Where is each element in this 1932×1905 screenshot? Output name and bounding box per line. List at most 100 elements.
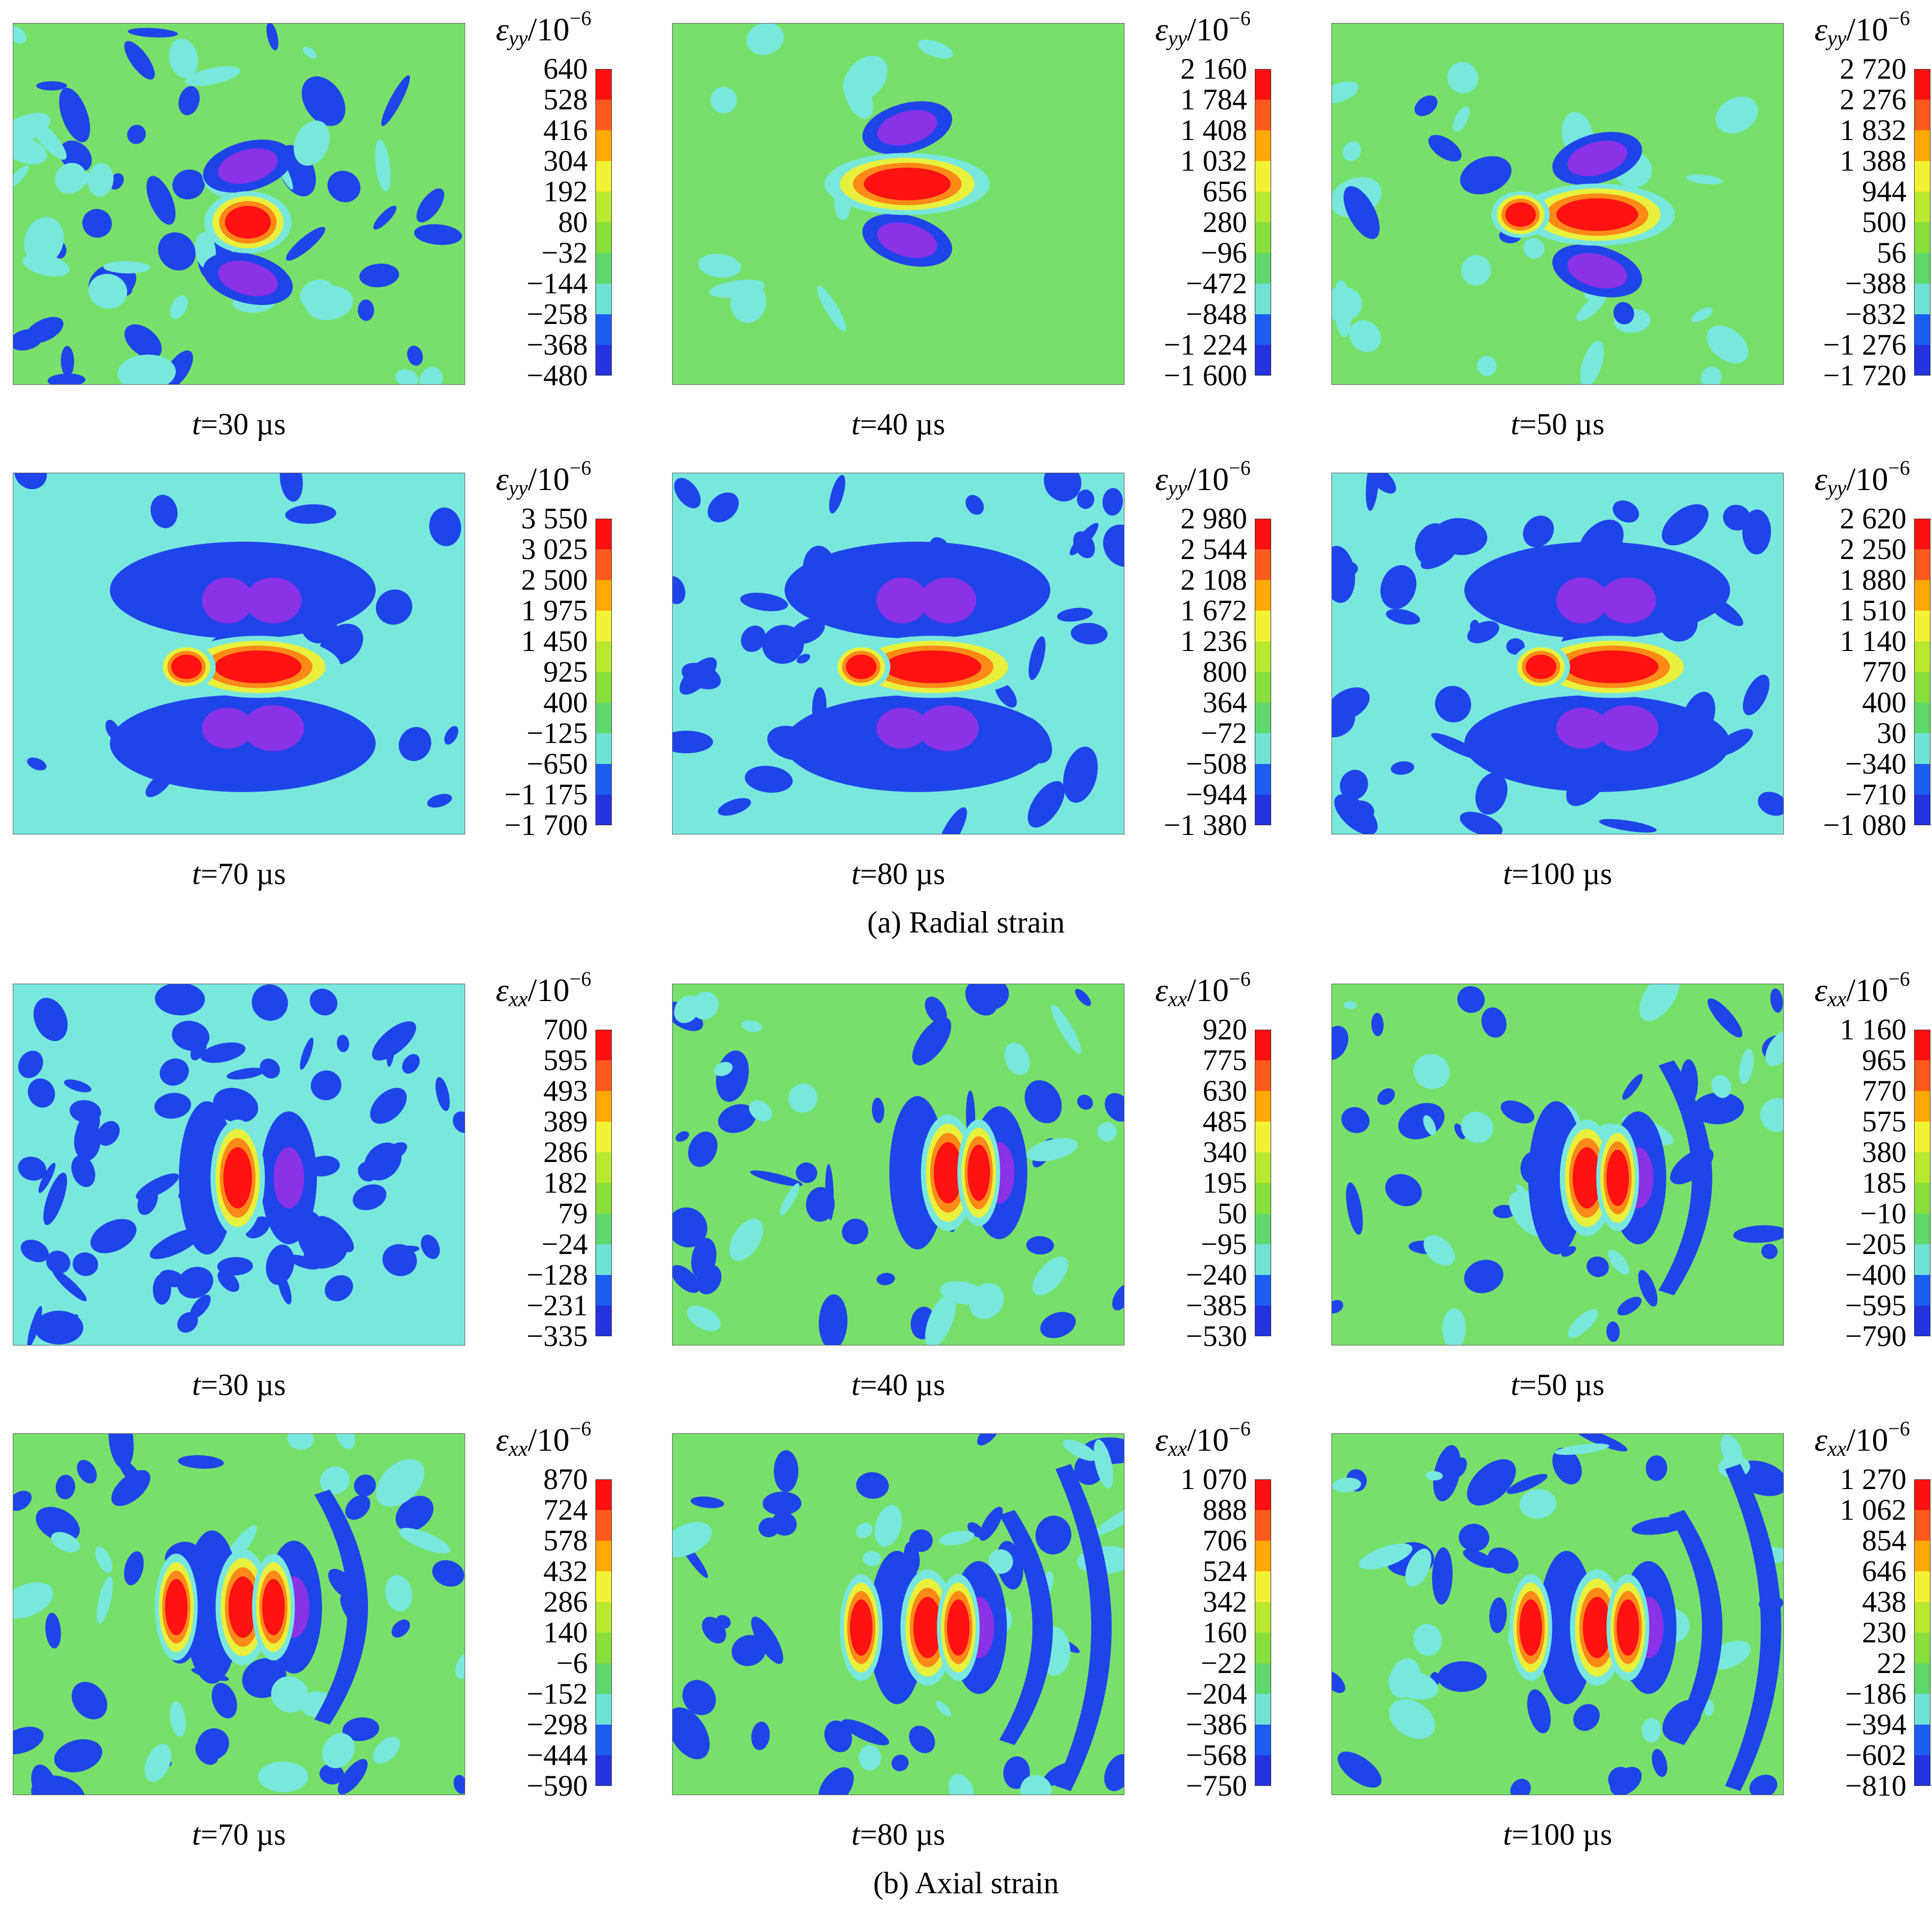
- colorbar-tick-label: 286: [543, 1585, 588, 1618]
- colorbar-tick-label: −125: [526, 716, 588, 750]
- noise-patch: [1435, 686, 1471, 723]
- colorbar-tick-label: −568: [1186, 1738, 1247, 1772]
- colorbar-tick-label: 578: [543, 1524, 588, 1557]
- colorbar-tick-label: 595: [543, 1043, 588, 1077]
- noise-patch: [1438, 1661, 1487, 1692]
- strain-component: xx: [1168, 988, 1187, 1011]
- strain-region: [218, 148, 278, 184]
- noise-patch: [302, 76, 346, 126]
- noise-patch: [452, 1111, 465, 1133]
- noise-patch: [271, 1676, 309, 1713]
- strain-panel-radial-5: εyy/10−6 2 620 2 250 1 880 1 510 1 140 770 400 3…: [1331, 456, 1932, 897]
- time-value: =50 µs: [1519, 1368, 1605, 1402]
- colorbar-segment: [1255, 1694, 1271, 1725]
- colorbar-tick-label: −710: [1845, 778, 1906, 811]
- colorbar-segment: [1255, 549, 1271, 580]
- colorbar: [1914, 1479, 1930, 1786]
- colorbar-title: εyy/10−6: [496, 450, 726, 500]
- peak-strain-region: [215, 651, 302, 683]
- colorbar-tick-label: −790: [1845, 1319, 1906, 1353]
- strain-region: [1600, 577, 1656, 623]
- strain-region: [920, 577, 976, 623]
- colorbar-segment: [1914, 580, 1930, 611]
- strain-exponent: −6: [1888, 456, 1910, 479]
- time-value: =80 µs: [860, 1818, 946, 1851]
- noise-patch: [1639, 984, 1680, 1021]
- colorbar-tick-label: 400: [543, 686, 588, 719]
- time-value: =40 µs: [860, 1368, 946, 1402]
- strain-field: [672, 1433, 1124, 1795]
- strain-field: [1331, 23, 1784, 385]
- colorbar-title: εxx/10−6: [1814, 961, 1932, 1011]
- noise-patch: [31, 1764, 57, 1795]
- colorbar-segment: [1914, 1755, 1930, 1786]
- noise-patch: [36, 81, 67, 90]
- noise-patch: [46, 1250, 71, 1274]
- noise-patch: [52, 1269, 87, 1302]
- colorbar-tick-label: 528: [543, 83, 588, 116]
- strain-region: [1556, 577, 1607, 623]
- noise-patch: [444, 726, 458, 745]
- colorbar-tick-label: 79: [558, 1197, 588, 1230]
- noise-patch: [1344, 1001, 1357, 1010]
- strain-field: [672, 473, 1124, 834]
- colorbar-segment: [1255, 192, 1271, 223]
- strain-panel-radial-4: εyy/10−6 2 980 2 544 2 108 1 672 1 236 800 364−…: [672, 456, 1331, 897]
- noise-patch: [13, 165, 29, 191]
- noise-patch: [87, 163, 114, 197]
- colorbar-title: εyy/10−6: [496, 0, 726, 51]
- strain-symbol: ε: [1814, 461, 1828, 497]
- noise-patch: [108, 1433, 134, 1469]
- colorbar-tick-label: −385: [1186, 1289, 1247, 1322]
- noise-patch: [1104, 1754, 1124, 1792]
- noise-patch: [358, 299, 374, 321]
- colorbar-tick-label: 524: [1203, 1554, 1247, 1588]
- noise-patch: [373, 205, 397, 230]
- noise-patch: [1561, 1246, 1576, 1257]
- noise-patch: [34, 1311, 83, 1344]
- noise-patch: [266, 1244, 294, 1285]
- colorbar-segment: [1255, 100, 1271, 131]
- noise-patch: [774, 1450, 798, 1492]
- noise-patch: [1739, 1049, 1754, 1084]
- colorbar-tick-label: 944: [1862, 175, 1906, 208]
- noise-patch: [1463, 1549, 1496, 1568]
- time-value: =50 µs: [1519, 407, 1605, 441]
- noise-patch: [1343, 186, 1380, 239]
- colorbar-segment: [595, 641, 612, 672]
- colorbar-tick-label: 630: [1203, 1074, 1247, 1107]
- strain-symbol: ε: [1814, 11, 1828, 48]
- colorbar-tick-label: 80: [558, 205, 588, 239]
- noise-patch: [124, 1551, 144, 1586]
- noise-patch: [1331, 546, 1355, 603]
- strain-component: xx: [509, 1437, 528, 1461]
- noise-patch: [1073, 531, 1095, 559]
- noise-patch: [55, 162, 86, 194]
- noise-patch: [672, 1522, 712, 1558]
- peak-strain-region: [1606, 1150, 1629, 1206]
- strain-unit: /10: [527, 972, 570, 1008]
- noise-patch: [395, 369, 419, 385]
- noise-patch: [691, 1238, 717, 1280]
- noise-patch: [1386, 609, 1420, 625]
- colorbar-segment: [595, 611, 612, 642]
- colorbar-title: εxx/10−6: [1155, 1410, 1385, 1461]
- colorbar: [1255, 1479, 1271, 1786]
- time-label: t=40 µs: [672, 406, 1124, 442]
- peak-strain-region: [228, 1576, 257, 1638]
- noise-patch: [421, 1235, 440, 1259]
- colorbar-tick-label: −6: [556, 1646, 588, 1680]
- colorbar-tick-label: −1 276: [1823, 328, 1906, 361]
- colorbar-segment: [595, 1571, 612, 1602]
- noise-patch: [1568, 1309, 1598, 1338]
- noise-patch: [1527, 1689, 1551, 1733]
- strain-exponent: −6: [569, 967, 591, 990]
- noise-patch: [90, 1219, 136, 1253]
- strain-unit: /10: [1187, 1422, 1229, 1458]
- time-value: =100 µs: [1511, 1818, 1613, 1851]
- colorbar-tick-label: −22: [1201, 1646, 1247, 1680]
- noise-patch: [863, 1550, 881, 1567]
- time-variable: t: [851, 1818, 860, 1851]
- colorbar-segment: [1914, 733, 1930, 764]
- colorbar-tick-label: 400: [1862, 686, 1906, 719]
